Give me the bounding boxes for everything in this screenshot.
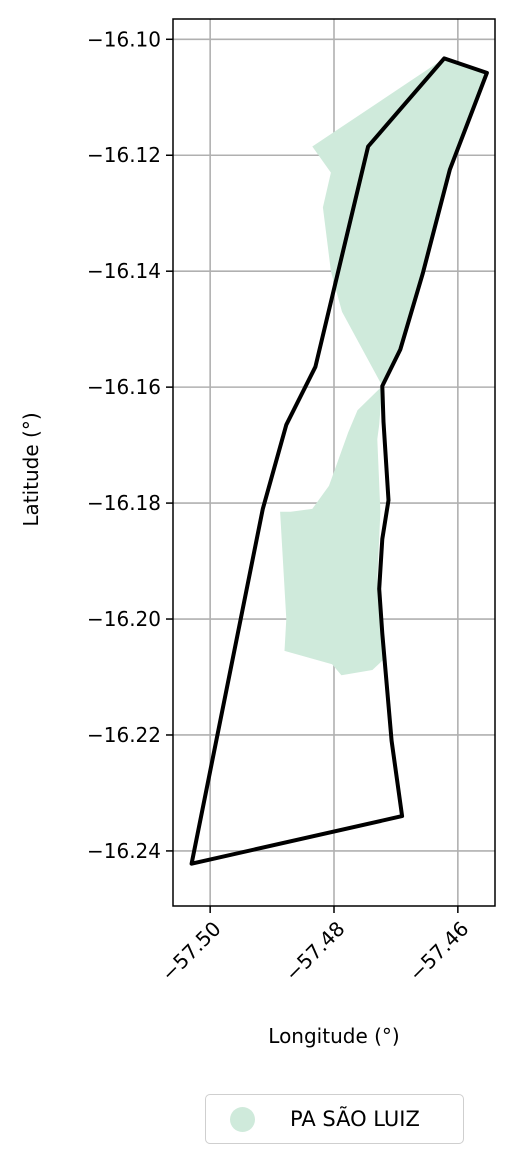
y-tick-label: −16.16 [87,375,161,399]
legend-marker-pa-sao-luiz [230,1106,255,1132]
x-axis-label: Longitude (°) [268,1024,399,1048]
legend-label-pa-sao-luiz: PA SÃO LUIZ [290,1107,420,1131]
y-tick-label: −16.14 [87,259,161,283]
map-layers [189,56,489,866]
y-tick-label: −16.12 [87,143,161,167]
y-tick-label: −16.22 [87,723,161,747]
boundary-outline [189,56,489,866]
x-tick-label: −57.46 [404,917,473,986]
y-axis-label: Latitude (°) [19,412,43,526]
legend: PA SÃO LUIZ [205,1094,464,1144]
y-tick-label: −16.18 [87,491,161,515]
x-tick-label: −57.50 [156,917,225,986]
y-tick-label: −16.24 [87,839,161,863]
x-tick-label: −57.48 [280,917,349,986]
y-tick-label: −16.20 [87,607,161,631]
pa-sao-luiz-polygon [280,58,487,676]
y-tick-label: −16.10 [87,27,161,51]
